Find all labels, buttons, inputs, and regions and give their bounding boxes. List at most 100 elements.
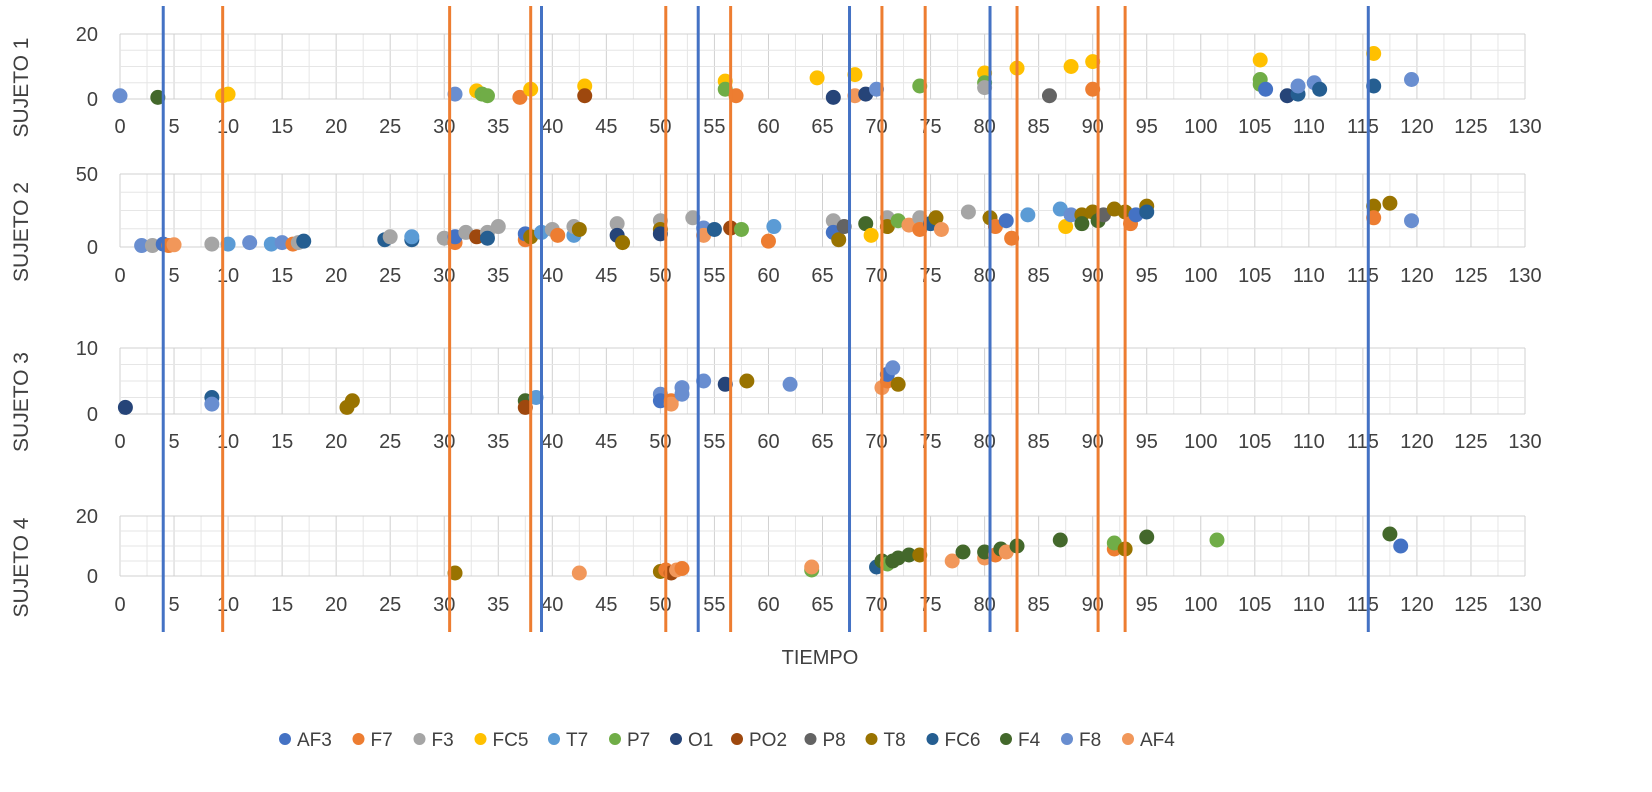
legend-item-f7: F7 bbox=[352, 730, 393, 751]
x-tick-label: 130 bbox=[1508, 116, 1541, 138]
x-tick-label: 10 bbox=[217, 594, 239, 616]
data-point-f4 bbox=[1052, 532, 1068, 548]
data-point-fc6 bbox=[1312, 81, 1328, 97]
x-tick-label: 5 bbox=[168, 116, 179, 138]
x-tick-label: 75 bbox=[919, 265, 941, 287]
data-point-fc6 bbox=[706, 221, 722, 237]
grid bbox=[119, 515, 1526, 577]
data-points bbox=[447, 526, 1409, 581]
x-tick-label: 5 bbox=[168, 594, 179, 616]
x-tick-label: 20 bbox=[325, 116, 347, 138]
data-point-p7 bbox=[733, 221, 749, 237]
x-tick-label: 25 bbox=[379, 116, 401, 138]
data-point-fc5 bbox=[1058, 219, 1074, 235]
x-tick-label: 20 bbox=[325, 431, 347, 453]
legend: AF3 F7 F3 FC5 T7 P7 O1 PO2 P8 T8 FC6 F4 F8 AF4 bbox=[279, 730, 1175, 751]
x-tick-label: 115 bbox=[1347, 265, 1379, 287]
data-point-po2 bbox=[517, 399, 533, 415]
legend-label: P8 bbox=[823, 730, 846, 751]
x-tick-label: 85 bbox=[1028, 265, 1050, 287]
x-tick-label: 115 bbox=[1347, 431, 1379, 453]
x-tick-label: 125 bbox=[1454, 594, 1487, 616]
data-point-t7 bbox=[766, 219, 782, 235]
data-point-t7 bbox=[528, 390, 544, 405]
data-point-af4 bbox=[166, 237, 182, 253]
legend-item-p8: P8 bbox=[804, 730, 846, 751]
data-point-af4 bbox=[944, 553, 960, 569]
x-tick-label: 55 bbox=[703, 265, 725, 287]
x-tick-label: 20 bbox=[325, 594, 347, 616]
data-points bbox=[112, 46, 1420, 105]
data-point-f8 bbox=[885, 360, 901, 376]
data-point-fc6 bbox=[296, 233, 312, 249]
legend-label: F4 bbox=[1018, 730, 1041, 751]
data-point-f8 bbox=[1063, 207, 1079, 223]
legend-marker bbox=[1000, 733, 1012, 745]
data-point-f7 bbox=[728, 88, 744, 104]
x-tick-label: 5 bbox=[168, 431, 179, 453]
data-point-fc6 bbox=[479, 230, 495, 246]
x-tick-label: 130 bbox=[1508, 431, 1541, 453]
data-point-f4 bbox=[150, 89, 166, 105]
data-point-f8 bbox=[204, 396, 220, 412]
data-point-f8 bbox=[242, 235, 258, 251]
data-point-f4 bbox=[901, 547, 917, 563]
data-point-f4 bbox=[955, 544, 971, 560]
x-tick-label: 15 bbox=[271, 116, 293, 138]
x-tick-label: 100 bbox=[1184, 265, 1217, 287]
x-tick-label: 125 bbox=[1454, 116, 1487, 138]
data-point-f7 bbox=[550, 227, 566, 243]
legend-label: FC5 bbox=[493, 730, 529, 751]
legend-label: FC6 bbox=[945, 730, 981, 751]
data-point-af4 bbox=[571, 565, 587, 581]
data-point-t8 bbox=[447, 565, 463, 581]
data-point-t8 bbox=[344, 393, 360, 409]
x-tick-label: 70 bbox=[865, 594, 887, 616]
legend-marker bbox=[279, 733, 291, 745]
data-point-f4 bbox=[858, 216, 874, 232]
y-tick-label: 0 bbox=[87, 566, 98, 588]
x-tick-label: 65 bbox=[811, 265, 833, 287]
x-tick-label: 120 bbox=[1400, 265, 1433, 287]
legend-label: PO2 bbox=[749, 730, 787, 751]
data-point-f3 bbox=[609, 216, 625, 232]
y-axis-title: SUJETO 2 bbox=[10, 182, 33, 282]
data-point-t8 bbox=[1366, 198, 1382, 214]
data-point-p7 bbox=[912, 78, 928, 94]
x-tick-label: 20 bbox=[325, 265, 347, 287]
x-tick-label: 120 bbox=[1400, 116, 1433, 138]
legend-label: O1 bbox=[688, 730, 713, 751]
data-point-t8 bbox=[571, 221, 587, 237]
grid bbox=[119, 33, 1526, 100]
data-point-af4 bbox=[933, 221, 949, 237]
data-point-f8 bbox=[134, 238, 150, 254]
x-tick-label: 75 bbox=[919, 594, 941, 616]
x-tick-label: 105 bbox=[1238, 431, 1271, 453]
x-tick-label: 65 bbox=[811, 594, 833, 616]
data-point-o1 bbox=[117, 399, 133, 415]
x-tick-label: 45 bbox=[595, 594, 617, 616]
x-tick-label: 90 bbox=[1082, 265, 1104, 287]
grid bbox=[119, 347, 1526, 415]
legend-marker bbox=[731, 733, 743, 745]
data-point-f7 bbox=[1366, 210, 1382, 226]
data-point-f8 bbox=[674, 380, 690, 396]
data-point-f8 bbox=[1404, 213, 1420, 229]
data-point-f3 bbox=[204, 236, 220, 252]
x-tick-label: 10 bbox=[217, 265, 239, 287]
legend-label: AF4 bbox=[1140, 730, 1175, 751]
legend-marker bbox=[548, 733, 560, 745]
x-tick-label: 30 bbox=[433, 594, 455, 616]
legend-item-po2: PO2 bbox=[731, 730, 787, 751]
data-point-f4 bbox=[1382, 526, 1398, 542]
x-tick-label: 30 bbox=[433, 116, 455, 138]
data-point-fc5 bbox=[863, 227, 879, 243]
x-tick-label: 105 bbox=[1238, 116, 1271, 138]
legend-marker bbox=[804, 733, 817, 745]
x-tick-label: 45 bbox=[595, 116, 617, 138]
data-point-f7 bbox=[1085, 81, 1101, 97]
legend-item-f4: F4 bbox=[1000, 730, 1041, 751]
data-point-fc5 bbox=[1063, 59, 1079, 74]
data-point-f8 bbox=[112, 88, 128, 104]
x-tick-label: 95 bbox=[1136, 265, 1158, 287]
